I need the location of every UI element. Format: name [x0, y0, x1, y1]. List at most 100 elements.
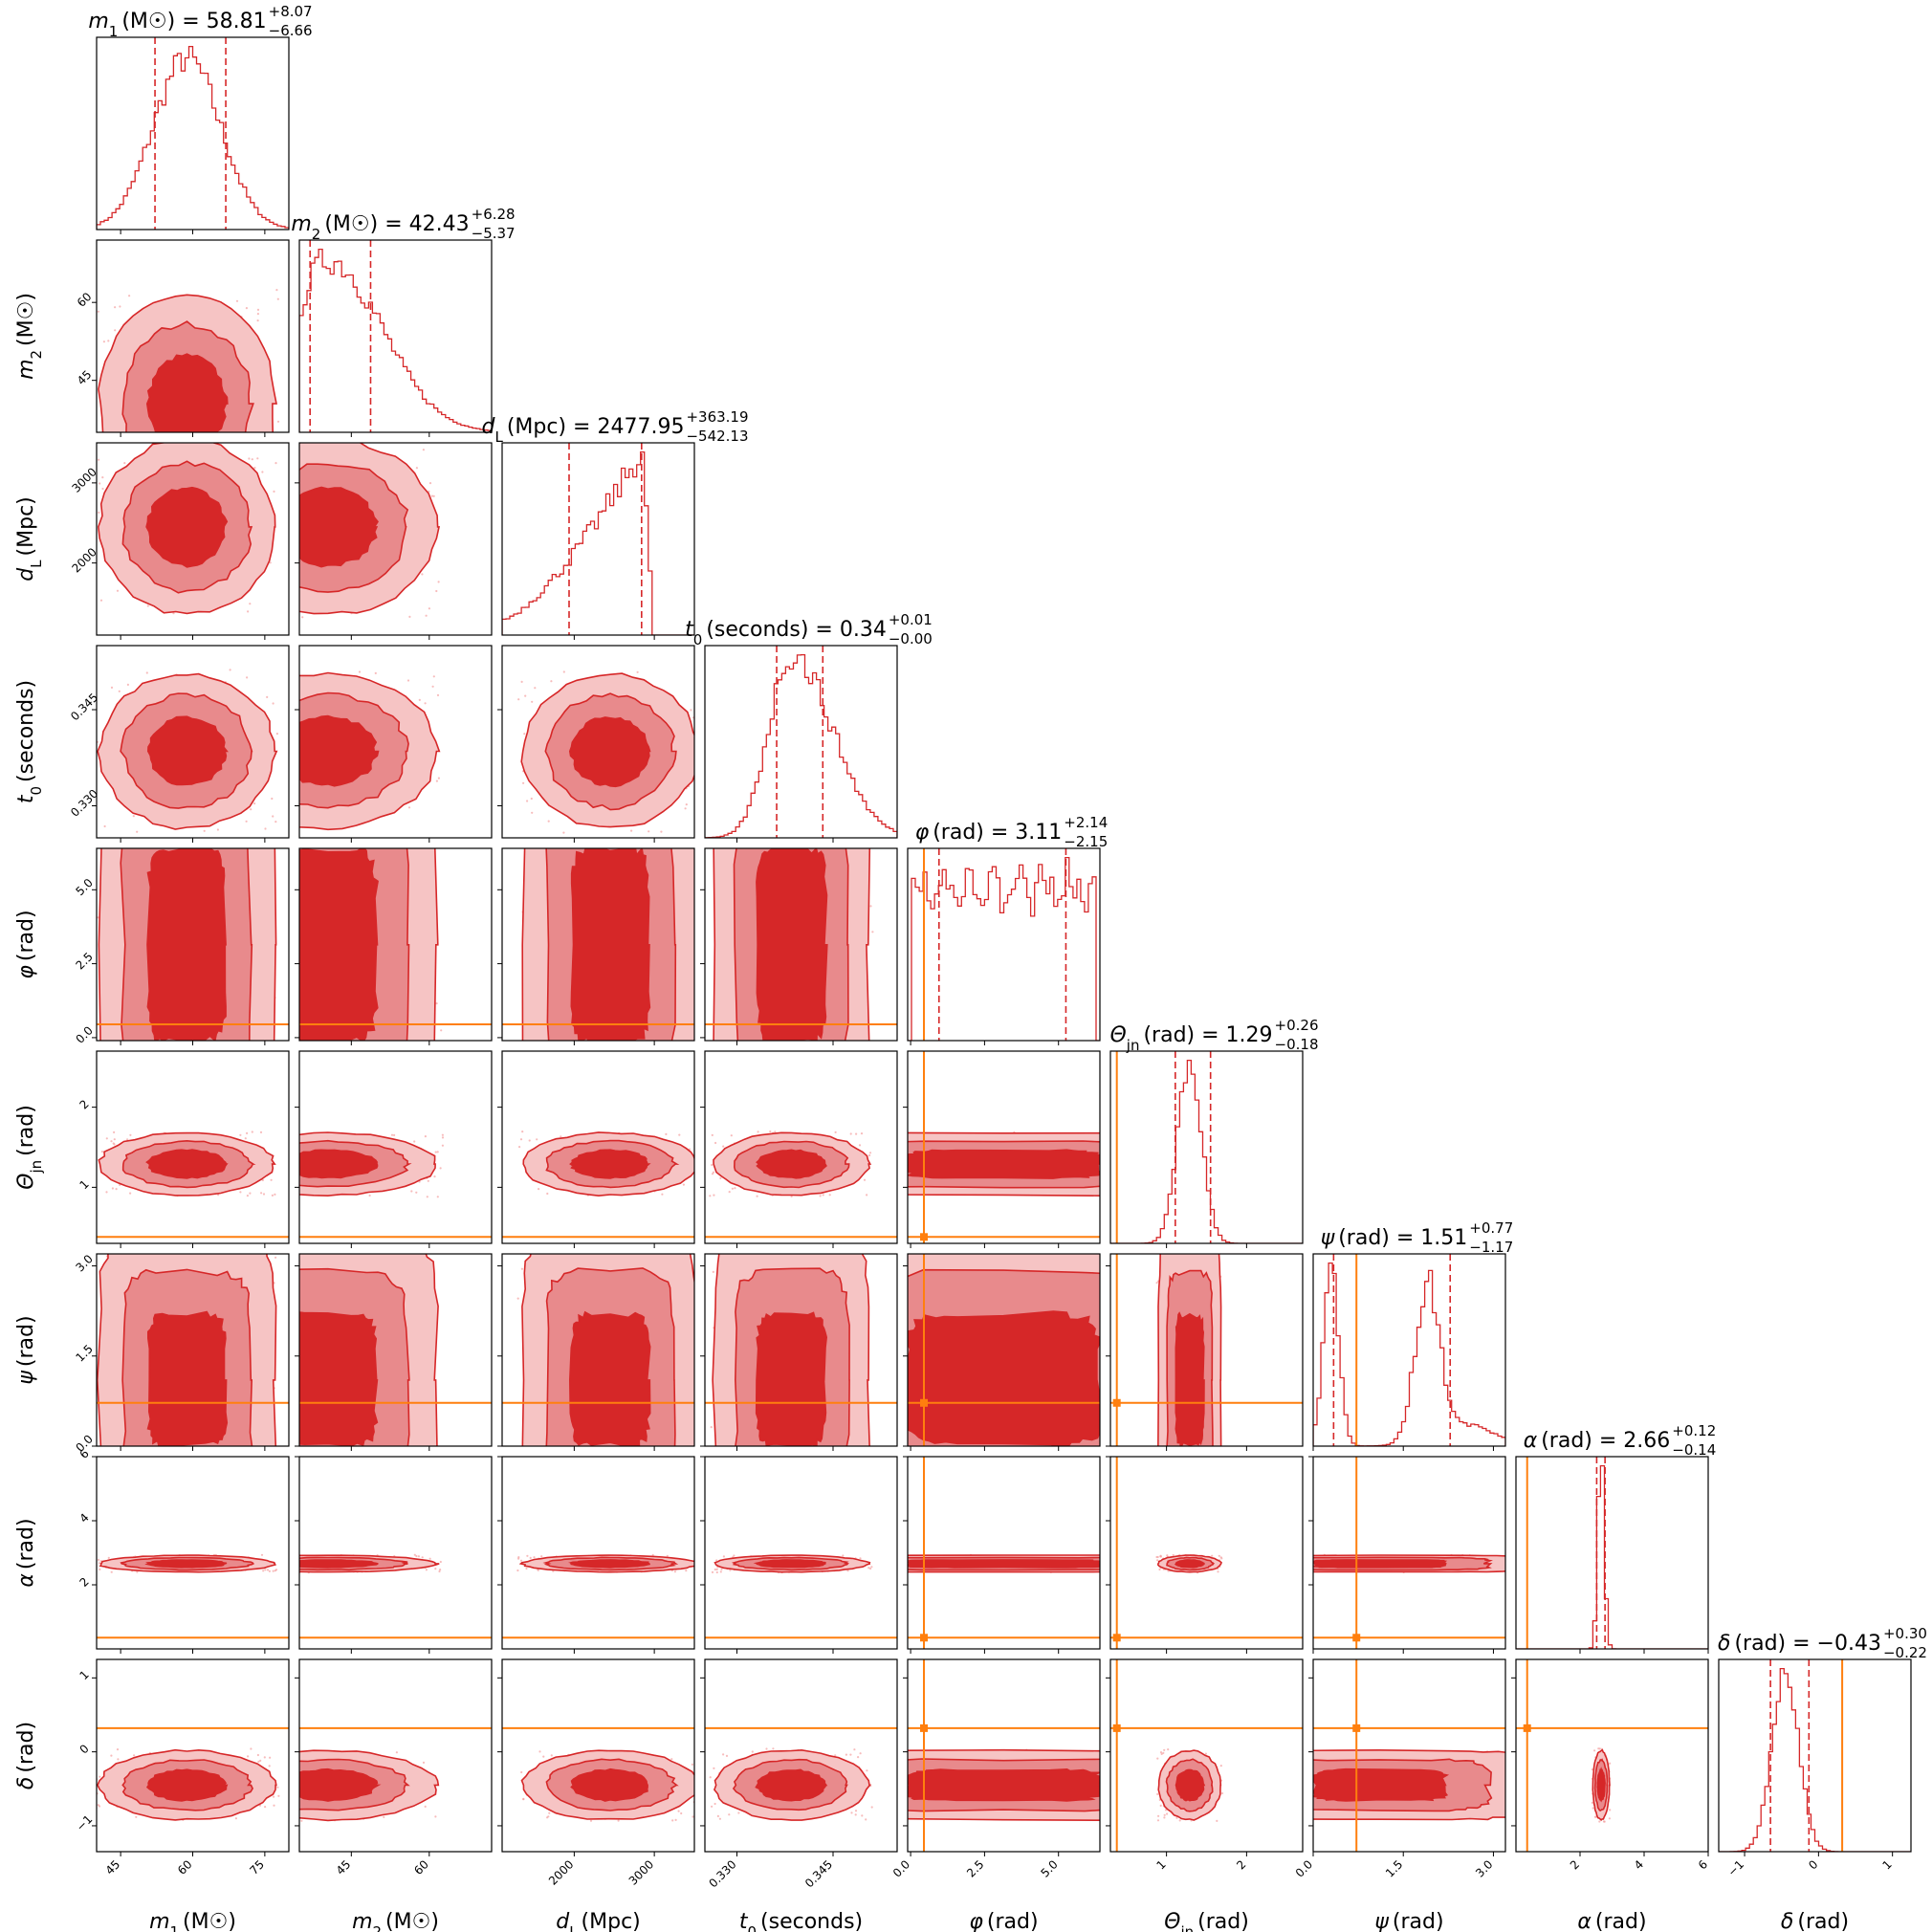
- sample-point: [187, 1452, 188, 1454]
- sample-point: [432, 494, 435, 497]
- sample-point: [154, 1509, 156, 1511]
- sample-point: [1523, 1749, 1525, 1751]
- sample-point: [1215, 1493, 1217, 1495]
- sample-point: [799, 768, 801, 770]
- sample-point: [720, 1568, 723, 1570]
- sample-point: [169, 1468, 171, 1470]
- err-plus: +6.28: [472, 206, 516, 223]
- panel-frame: [1109, 1253, 1304, 1447]
- sample-point: [716, 1814, 720, 1817]
- sample-point: [368, 1194, 371, 1197]
- sample-point: [279, 1567, 281, 1569]
- sample-point: [252, 675, 254, 677]
- sample-point: [633, 1508, 635, 1510]
- y-tick-label: 0.0: [73, 1023, 95, 1045]
- sample-point: [1220, 1570, 1222, 1572]
- sample-point: [1506, 1557, 1508, 1559]
- sample-point: [102, 1055, 104, 1057]
- sample-point: [428, 607, 430, 610]
- sample-point: [874, 1563, 876, 1565]
- panel-frame: [704, 847, 898, 1042]
- sample-point: [1122, 1568, 1124, 1570]
- sample-point: [428, 1493, 430, 1495]
- sample-point: [1131, 1272, 1133, 1274]
- sample-point: [588, 1076, 590, 1078]
- err-minus: −6.66: [269, 22, 313, 39]
- panel-frame: [907, 1456, 1101, 1650]
- sample-point: [413, 1553, 416, 1556]
- panel-psi-psi: [1312, 1253, 1506, 1451]
- sample-point: [777, 1066, 779, 1068]
- sample-point: [1219, 1453, 1221, 1455]
- sample-point: [1153, 1184, 1154, 1186]
- contour-level-3: [299, 1149, 379, 1179]
- panel-content: [908, 848, 1100, 1041]
- sample-point: [1131, 1562, 1133, 1564]
- panel-thetajn-dl: [497, 1050, 701, 1248]
- sample-point: [249, 603, 252, 605]
- panel-phi-m2: [225, 825, 493, 1045]
- sample-point: [1128, 1324, 1130, 1326]
- x-axis-label-thetajn: Θjn (rad): [1164, 1910, 1249, 1932]
- sample-point: [699, 1181, 701, 1183]
- sample-point: [728, 1813, 731, 1816]
- sample-point: [277, 825, 279, 827]
- diag-title: m2 (M☉) = 42.43: [291, 212, 469, 243]
- sample-point: [531, 811, 534, 814]
- sample-point: [1265, 1761, 1267, 1763]
- sample-point: [225, 825, 227, 827]
- sample-point: [277, 1306, 279, 1307]
- sample-point: [258, 612, 260, 614]
- sample-point: [1293, 1568, 1295, 1570]
- panel-thetajn-thetajn: [1109, 1050, 1304, 1248]
- sample-point: [147, 1069, 149, 1071]
- sample-point: [1518, 1809, 1520, 1811]
- sample-point: [839, 1087, 841, 1089]
- sample-point: [233, 434, 235, 436]
- sample-point: [709, 1776, 712, 1779]
- sample-point: [714, 1568, 716, 1571]
- sample-point: [276, 297, 279, 300]
- sample-point: [1293, 1559, 1295, 1561]
- sample-point: [146, 604, 149, 607]
- sample-point: [348, 1500, 350, 1502]
- contour-level-3: [299, 714, 380, 787]
- sample-point: [280, 1171, 282, 1173]
- sample-point: [1157, 1508, 1159, 1510]
- sample-point: [879, 1802, 881, 1804]
- sample-point: [1180, 1524, 1182, 1526]
- sample-point: [845, 722, 846, 724]
- sample-point: [277, 1196, 279, 1197]
- sample-point: [253, 1188, 255, 1190]
- sample-point: [562, 831, 565, 834]
- sample-point: [264, 827, 267, 830]
- sample-point: [1153, 1196, 1154, 1197]
- sample-point: [286, 1248, 288, 1250]
- sample-point: [256, 457, 259, 460]
- sample-point: [890, 1131, 892, 1132]
- sample-point: [1270, 1765, 1272, 1767]
- panel-content: [517, 670, 694, 834]
- sample-point: [439, 1560, 442, 1564]
- sample-point: [297, 1805, 299, 1807]
- contour-level-3: [1313, 1767, 1450, 1802]
- sample-point: [673, 1460, 675, 1462]
- sample-point: [1528, 1569, 1530, 1570]
- sample-point: [1156, 1792, 1159, 1795]
- sample-point: [834, 1754, 837, 1757]
- sample-point: [437, 581, 440, 583]
- sample-point: [286, 1136, 288, 1138]
- sample-point: [269, 561, 272, 564]
- sample-point: [1284, 1797, 1285, 1799]
- sample-point: [875, 1178, 877, 1180]
- sample-point: [356, 1043, 358, 1044]
- sample-point: [818, 801, 820, 802]
- err-plus: +0.26: [1275, 1017, 1319, 1034]
- sample-point: [1157, 1814, 1160, 1817]
- x-axis-label-alpha: α (rad): [1577, 1910, 1646, 1932]
- sample-point: [251, 1131, 253, 1133]
- sample-point: [1206, 1138, 1208, 1140]
- panel-delta-m2: 45 60: [295, 1658, 493, 1877]
- sample-point: [654, 1460, 656, 1461]
- sample-point: [438, 1570, 441, 1573]
